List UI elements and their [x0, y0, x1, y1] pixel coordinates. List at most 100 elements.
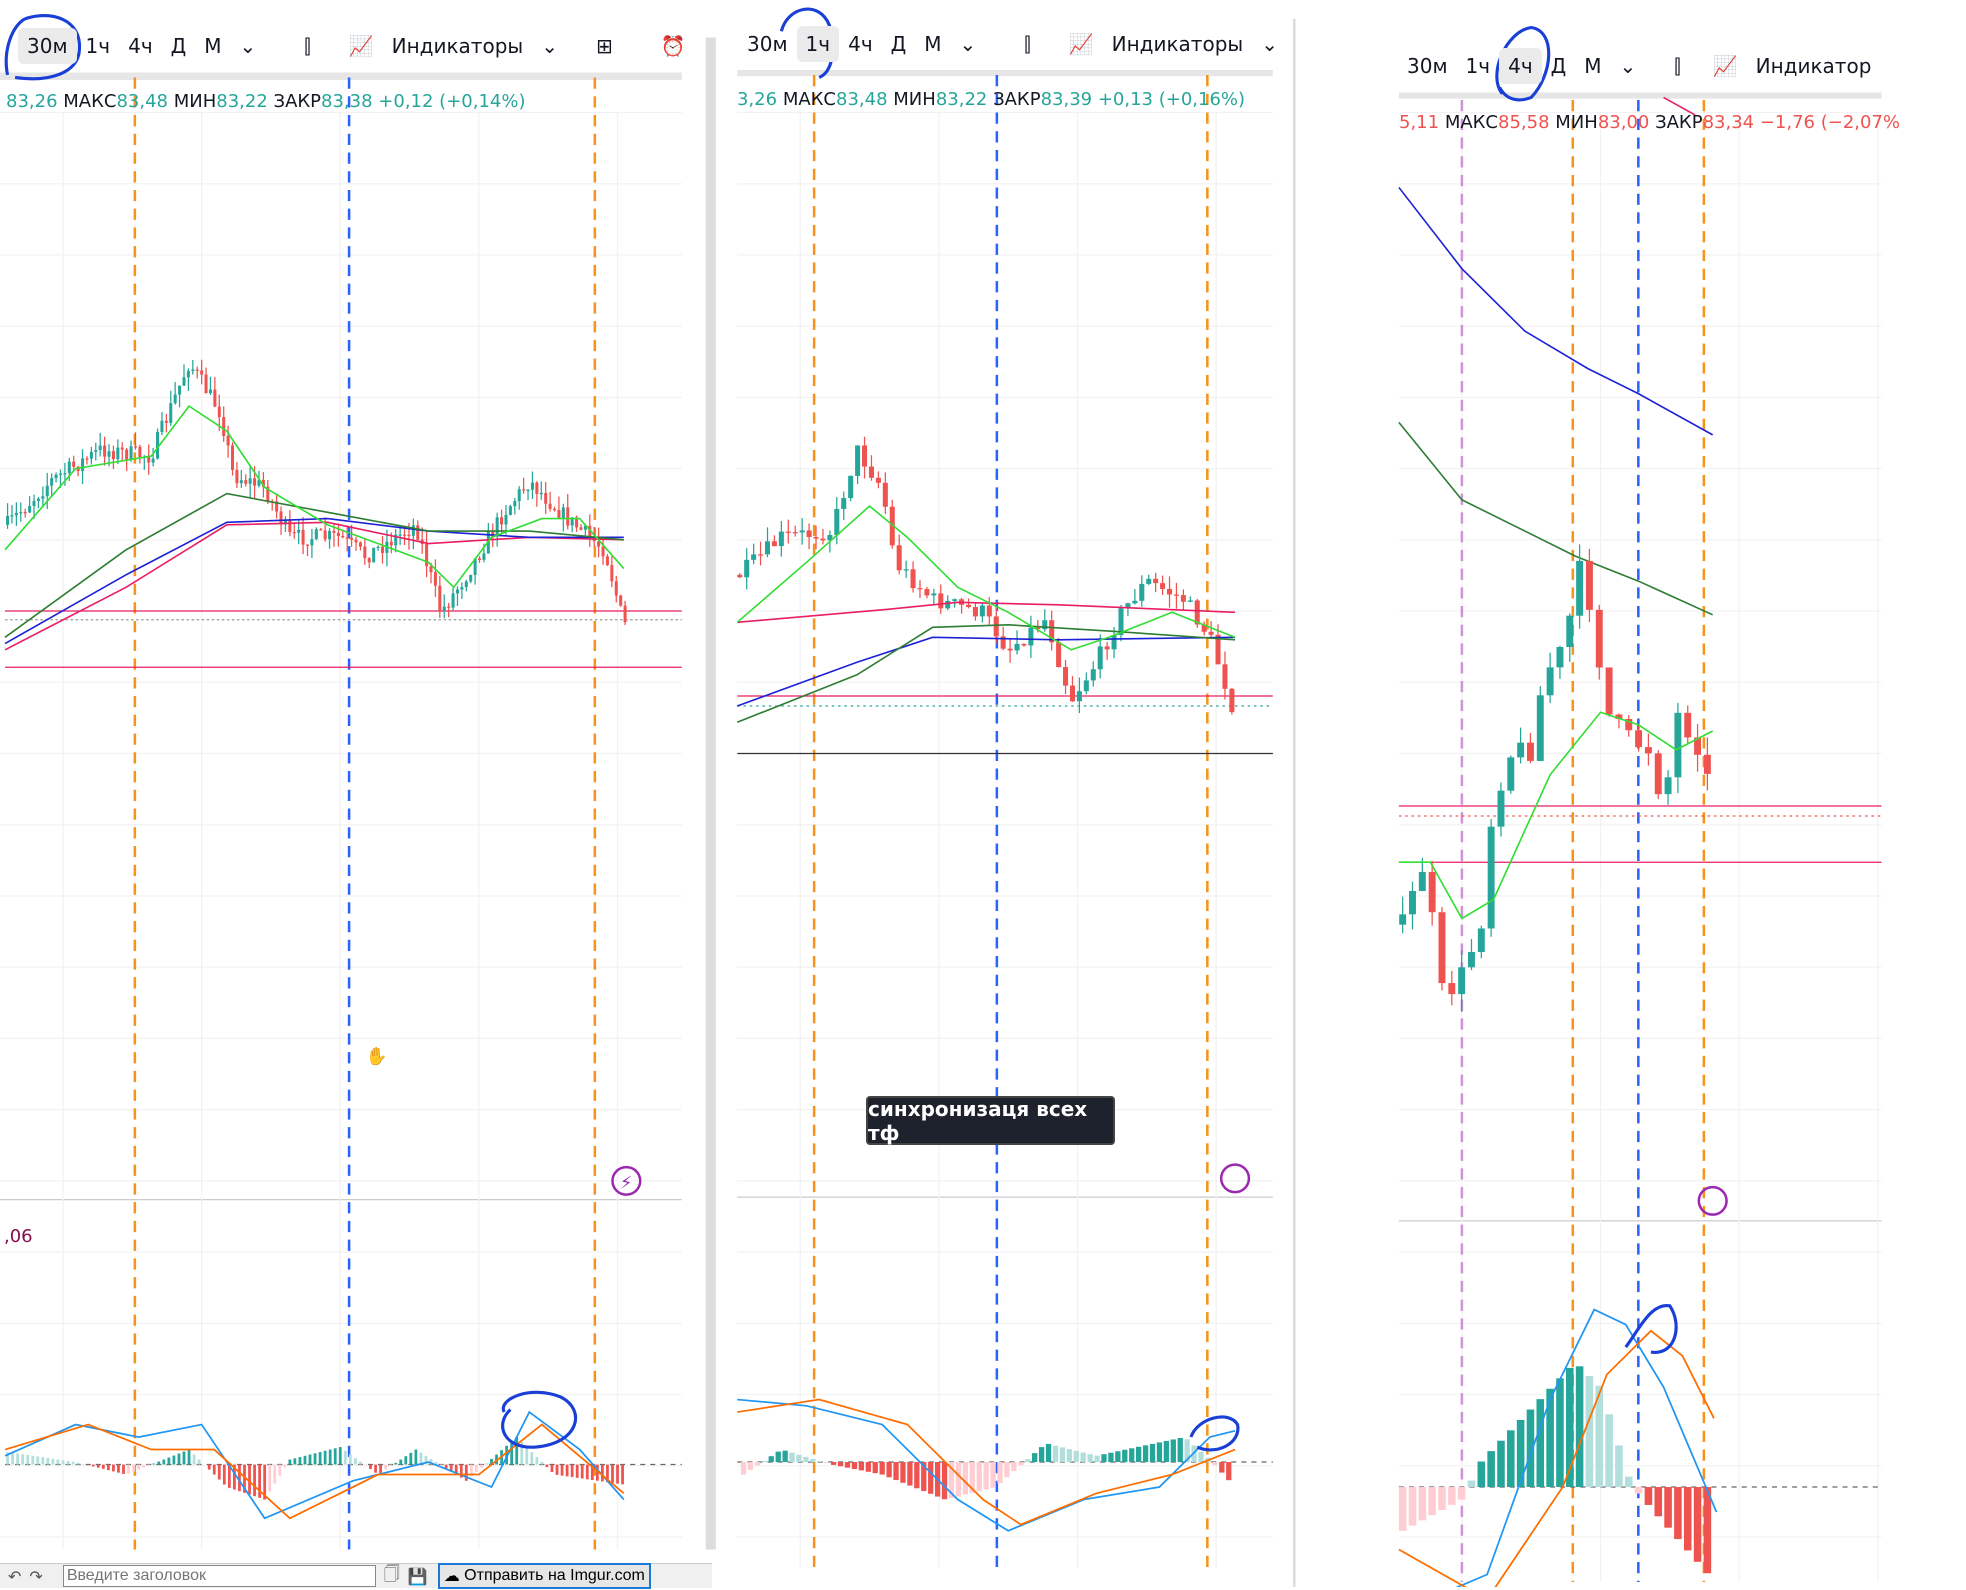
- tf-d[interactable]: Д: [890, 32, 907, 56]
- macd-histogram-bar: [1226, 1462, 1232, 1481]
- macd-histogram-bar: [474, 1464, 478, 1473]
- candle-body: [425, 543, 429, 567]
- candle-body: [6, 516, 10, 525]
- macd-histogram-bar: [962, 1462, 969, 1495]
- macd-histogram-bar: [46, 1457, 50, 1465]
- macd-histogram-bar: [187, 1449, 191, 1465]
- tf-m[interactable]: М: [924, 32, 942, 56]
- macd-histogram-bar: [1457, 1487, 1466, 1500]
- macd-histogram-bar: [1163, 1440, 1170, 1463]
- low-value: 83,00: [1597, 112, 1650, 133]
- alarm-add-icon[interactable]: ⏰: [660, 34, 686, 58]
- chevron-down-icon[interactable]: ⌄: [1619, 54, 1637, 78]
- candle-body: [288, 520, 292, 533]
- macd-histogram-bar: [238, 1464, 241, 1492]
- macd-histogram-bar: [1634, 1487, 1643, 1494]
- candle-body: [986, 605, 992, 617]
- macd-histogram-bar: [122, 1464, 125, 1474]
- layout-grid-icon[interactable]: ⊞: [595, 34, 613, 58]
- macd-histogram-bar: [76, 1462, 80, 1465]
- tf-1h[interactable]: 1ч: [1465, 54, 1491, 78]
- macd-histogram-bar: [449, 1464, 453, 1472]
- title-input[interactable]: [62, 1565, 376, 1587]
- macd-histogram-bar: [66, 1460, 70, 1465]
- candle-body: [1166, 588, 1173, 595]
- tf-1h[interactable]: 1ч: [796, 26, 840, 62]
- candle-body: [482, 553, 486, 560]
- indicators-button[interactable]: Индикаторы: [1111, 32, 1244, 56]
- macd-histogram-bar: [1664, 1487, 1672, 1528]
- chevron-down-icon[interactable]: ⌄: [1261, 32, 1278, 56]
- macd-histogram-bar: [379, 1464, 382, 1473]
- undo-icon[interactable]: ↶: [8, 1566, 22, 1586]
- save-icon[interactable]: 💾: [407, 1566, 428, 1586]
- candle-body: [1180, 595, 1186, 602]
- candle-body: [58, 473, 63, 475]
- annotation-circle: [1624, 1304, 1678, 1354]
- candle-body: [67, 461, 71, 474]
- candle-body: [834, 508, 840, 536]
- macd-histogram-bar: [354, 1458, 357, 1465]
- macd-histogram-bar: [1703, 1487, 1712, 1574]
- tf-d[interactable]: Д: [170, 34, 187, 58]
- candles-icon[interactable]: ⫿: [304, 34, 311, 58]
- macd-histogram-bar: [182, 1451, 186, 1465]
- copy-icon[interactable]: 🗍: [383, 1563, 400, 1583]
- macd-histogram-bar: [941, 1462, 948, 1500]
- macd-histogram-bar: [1108, 1452, 1114, 1463]
- macd-histogram-bar: [1644, 1487, 1653, 1505]
- macd-histogram-bar: [313, 1453, 317, 1465]
- chevron-down-icon[interactable]: ⌄: [959, 32, 977, 56]
- indicators-icon[interactable]: 📈: [348, 34, 374, 58]
- candle-body: [235, 469, 239, 484]
- candles-icon[interactable]: ⫿: [1024, 32, 1031, 56]
- redo-icon[interactable]: ↷: [29, 1566, 43, 1586]
- tf-4h[interactable]: 4ч: [1499, 48, 1542, 84]
- indicators-icon[interactable]: 📈: [1068, 32, 1094, 56]
- macd-histogram-bar: [86, 1464, 90, 1466]
- candle-body: [544, 492, 548, 504]
- macd-histogram-bar: [1398, 1487, 1407, 1531]
- macd-line: [1455, 1308, 1718, 1587]
- candle-body: [799, 530, 805, 533]
- close-value: 83,39: [1040, 89, 1093, 110]
- macd-histogram-bar: [444, 1464, 448, 1469]
- tf-m[interactable]: М: [1584, 54, 1602, 78]
- macd-histogram-bar: [928, 1462, 934, 1494]
- scrollbar[interactable]: [705, 37, 716, 1550]
- signal-line: [4, 1423, 625, 1520]
- candle-body: [1014, 643, 1020, 651]
- macd-histogram-bar: [520, 1442, 524, 1465]
- candle-body: [513, 501, 517, 507]
- macd-histogram-bar: [328, 1449, 332, 1465]
- tf-m[interactable]: М: [204, 34, 222, 58]
- tf-4h[interactable]: 4ч: [128, 34, 153, 58]
- chevron-down-icon[interactable]: ⌄: [541, 34, 558, 58]
- candles-icon[interactable]: ⫿: [1674, 54, 1681, 78]
- high-value: 83,48: [116, 91, 168, 112]
- chevron-down-icon[interactable]: ⌄: [239, 34, 257, 58]
- macd-histogram-bar: [1032, 1453, 1038, 1463]
- candle-body: [610, 565, 614, 582]
- indicators-button[interactable]: Индикаторы: [391, 34, 524, 58]
- timeframe-toolbar-3: 30м 1ч 4ч Д М ⌄ ⫿ 📈 Индикатор: [1398, 48, 1880, 84]
- indicators-button[interactable]: Индикатор: [1755, 54, 1872, 78]
- candle-body: [841, 498, 847, 509]
- tf-30m[interactable]: 30м: [747, 32, 788, 56]
- tf-1h[interactable]: 1ч: [85, 34, 111, 58]
- macd-histogram-bar: [1135, 1446, 1142, 1463]
- candle-body: [605, 556, 609, 566]
- tf-d[interactable]: Д: [1550, 54, 1567, 78]
- tf-30m[interactable]: 30м: [1407, 54, 1448, 78]
- candle-body: [283, 520, 287, 525]
- tf-4h[interactable]: 4ч: [848, 32, 873, 56]
- indicators-icon[interactable]: 📈: [1712, 54, 1738, 78]
- high-label: МАКС: [782, 89, 837, 110]
- macd-histogram-bar: [394, 1462, 398, 1465]
- macd-histogram-bar: [127, 1464, 130, 1474]
- tf-30m[interactable]: 30м: [18, 28, 77, 64]
- macd-histogram-bar: [621, 1464, 624, 1485]
- upload-imgur-button[interactable]: ☁ Отправить на Imgur.com: [437, 1563, 651, 1589]
- macd-histogram-bar: [969, 1462, 975, 1493]
